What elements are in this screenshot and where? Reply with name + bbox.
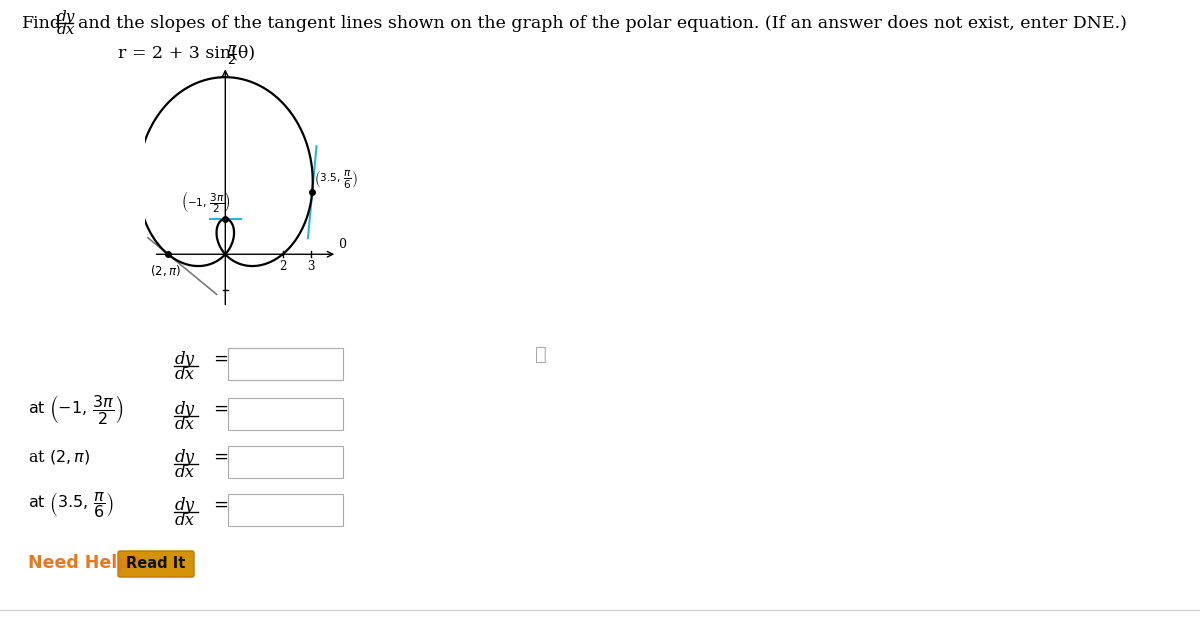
Text: at $\left(-1,\,\dfrac{3\pi}{2}\right)$: at $\left(-1,\,\dfrac{3\pi}{2}\right)$ — [28, 392, 124, 426]
Text: 3: 3 — [307, 260, 316, 273]
Text: =: = — [214, 448, 228, 466]
Text: dy: dy — [175, 351, 194, 368]
Text: $\left(3.5,\,\dfrac{\pi}{6}\right)$: $\left(3.5,\,\dfrac{\pi}{6}\right)$ — [313, 168, 358, 190]
Text: $(2, \pi)$: $(2, \pi)$ — [150, 263, 180, 278]
Text: at $(2, \pi)$: at $(2, \pi)$ — [28, 448, 90, 466]
Text: Find: Find — [22, 15, 62, 32]
Bar — [228, 494, 343, 526]
Text: 0: 0 — [337, 238, 346, 251]
Text: dy: dy — [175, 401, 194, 418]
Text: =: = — [214, 350, 228, 368]
Bar — [228, 348, 343, 380]
Text: dy: dy — [58, 10, 76, 24]
Text: dx: dx — [58, 23, 76, 37]
Text: at $\left(3.5,\,\dfrac{\pi}{6}\right)$: at $\left(3.5,\,\dfrac{\pi}{6}\right)$ — [28, 490, 114, 520]
Text: 2: 2 — [278, 260, 287, 273]
Text: dx: dx — [175, 464, 194, 481]
Text: r = 2 + 3 sin(θ): r = 2 + 3 sin(θ) — [118, 44, 256, 61]
Text: dx: dx — [175, 512, 194, 529]
Bar — [228, 446, 343, 478]
Text: =: = — [214, 400, 228, 418]
Text: dy: dy — [175, 497, 194, 514]
Text: Need Help?: Need Help? — [28, 554, 140, 572]
Text: ⓘ: ⓘ — [535, 345, 547, 364]
Text: Read It: Read It — [126, 557, 186, 572]
Text: dy: dy — [175, 449, 194, 466]
Text: dx: dx — [175, 416, 194, 433]
Bar — [228, 398, 343, 430]
Text: and the slopes of the tangent lines shown on the graph of the polar equation. (I: and the slopes of the tangent lines show… — [78, 15, 1127, 32]
FancyBboxPatch shape — [118, 551, 194, 577]
Text: $\left(-1,\,\dfrac{3\pi}{2}\right)$: $\left(-1,\,\dfrac{3\pi}{2}\right)$ — [181, 188, 230, 215]
Text: =: = — [214, 496, 228, 514]
Text: $\dfrac{\pi}{2}$: $\dfrac{\pi}{2}$ — [227, 43, 236, 67]
Text: dx: dx — [175, 366, 194, 383]
